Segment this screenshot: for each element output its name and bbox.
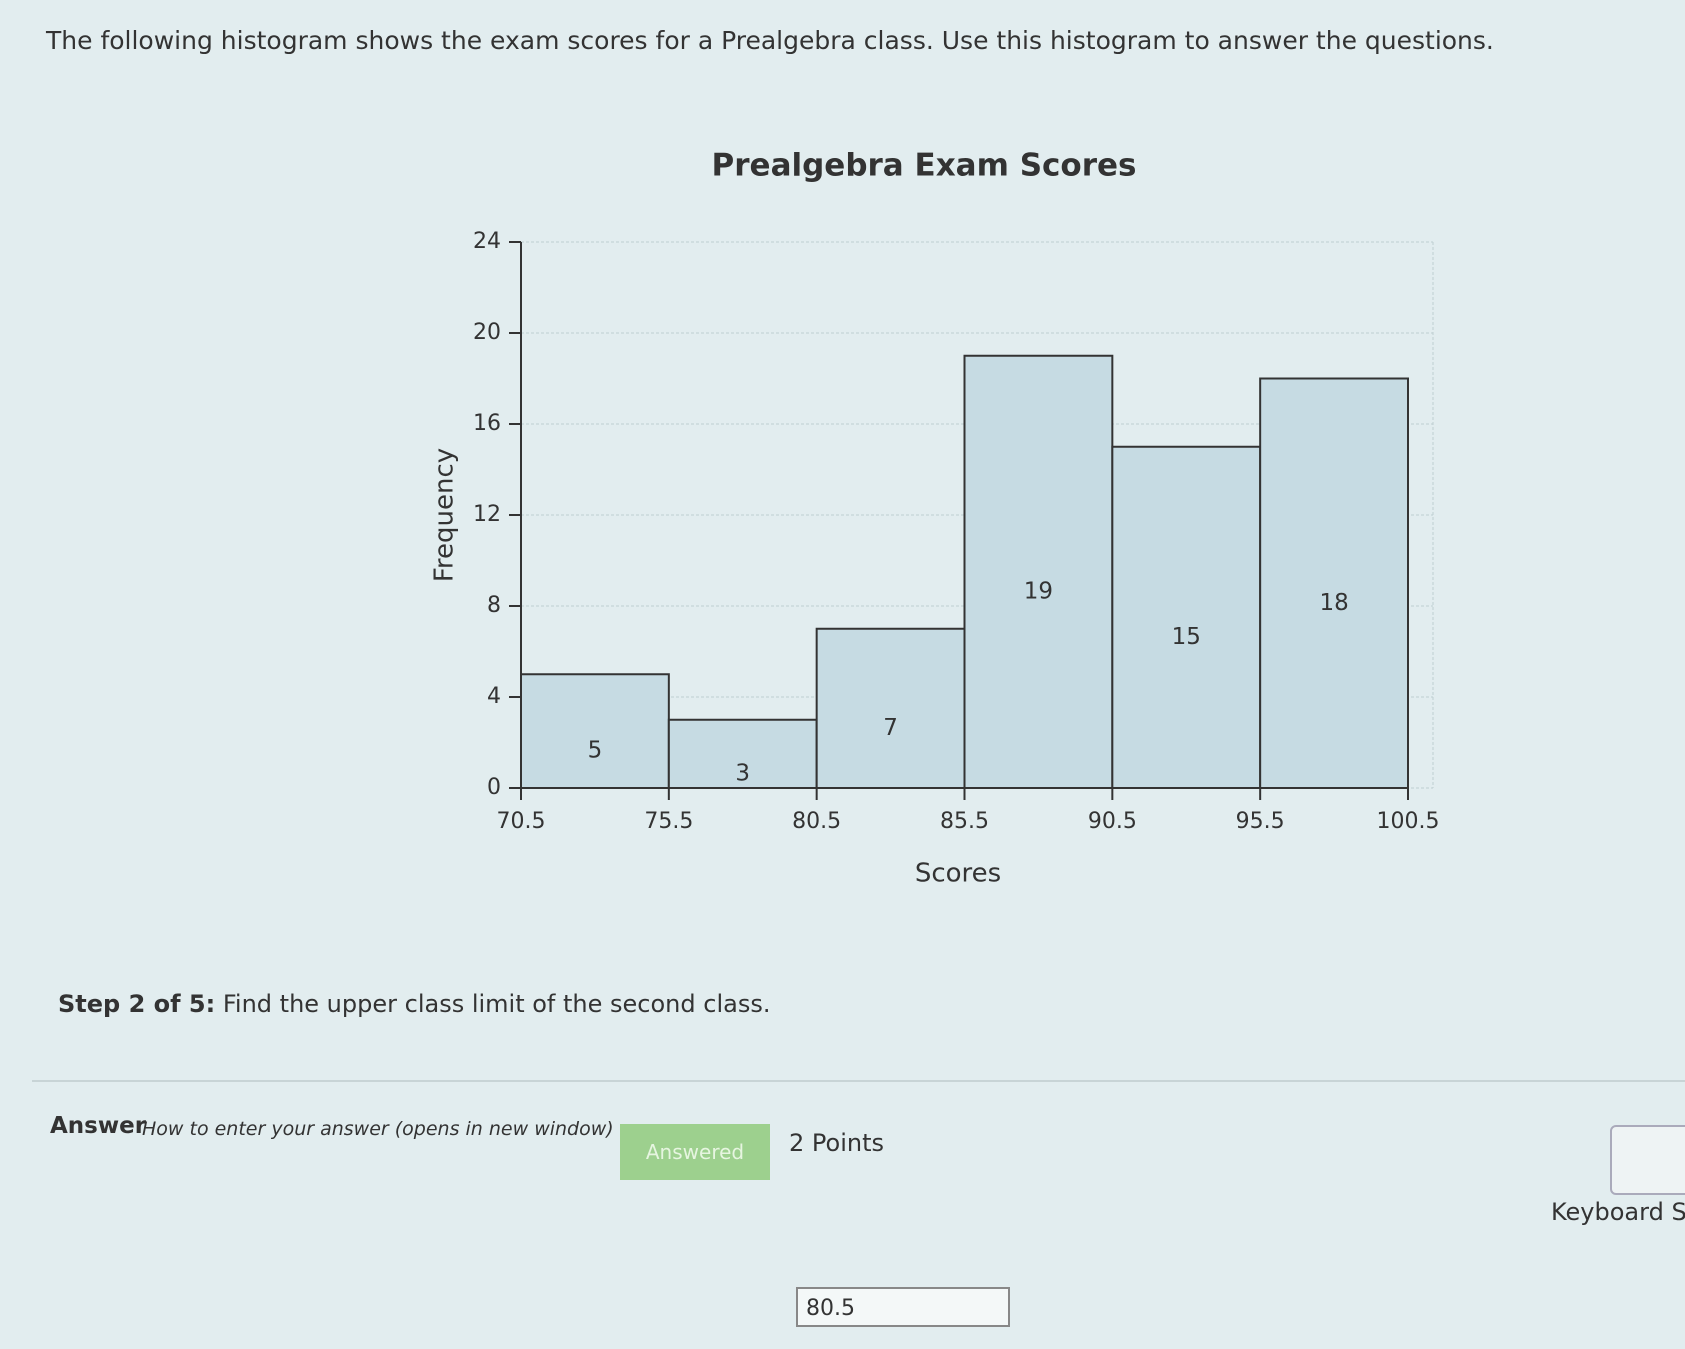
points: 2 Points (789, 1129, 884, 1157)
bar-label: 3 (735, 760, 750, 786)
question: The following histogram shows the exam s… (46, 26, 1494, 55)
bar-label: 18 (1319, 590, 1348, 616)
y-axis-label: Frequency (430, 448, 460, 582)
y-tick-label: 12 (473, 502, 501, 527)
x-tick-label: 95.5 (1236, 809, 1285, 834)
y-tick-label: 0 (487, 775, 501, 800)
y-tick-label: 20 (473, 320, 501, 345)
x-tick-label: 85.5 (940, 809, 989, 834)
chart: Prealgebra Exam Scores Scores Frequency … (430, 148, 1440, 889)
step-label: Step 2 of 5: (58, 990, 216, 1018)
y-tick-label: 24 (473, 229, 501, 254)
answer-label: Answer (50, 1113, 147, 1139)
bar (815, 627, 966, 789)
answered-button[interactable]: Answered (620, 1124, 770, 1180)
chart-title: Prealgebra Exam Scores (712, 148, 1137, 184)
y-tick-label: 8 (487, 593, 501, 618)
bar (1259, 377, 1409, 789)
x-tick-label: 80.5 (792, 809, 841, 834)
bar (1111, 445, 1262, 789)
y-tick-label: 4 (487, 684, 501, 709)
answer-input[interactable]: 80.5 (796, 1287, 1010, 1327)
bar-label: 7 (883, 715, 898, 741)
bar-label: 19 (1024, 578, 1053, 604)
keyboard-button[interactable] (1610, 1125, 1685, 1195)
bar (963, 354, 1114, 789)
bar-label: 15 (1172, 624, 1201, 650)
x-tick-label: 100.5 (1377, 809, 1440, 834)
y-tick-label: 16 (473, 411, 501, 436)
x-tick-label: 70.5 (497, 809, 546, 834)
help-link[interactable]: How to enter your answer (opens in new w… (142, 1118, 614, 1140)
step: Step 2 of 5: Find the upper class limit … (58, 990, 770, 1018)
bar-label: 5 (588, 738, 603, 764)
bar (520, 673, 670, 789)
keyboard-label: Keyboard S (1551, 1198, 1685, 1226)
x-tick-label: 90.5 (1088, 809, 1137, 834)
x-tick-label: 75.5 (644, 809, 693, 834)
divider (32, 1080, 1685, 1082)
x-axis-label: Scores (915, 859, 1001, 889)
step-text: Find the upper class limit of the second… (222, 990, 771, 1018)
